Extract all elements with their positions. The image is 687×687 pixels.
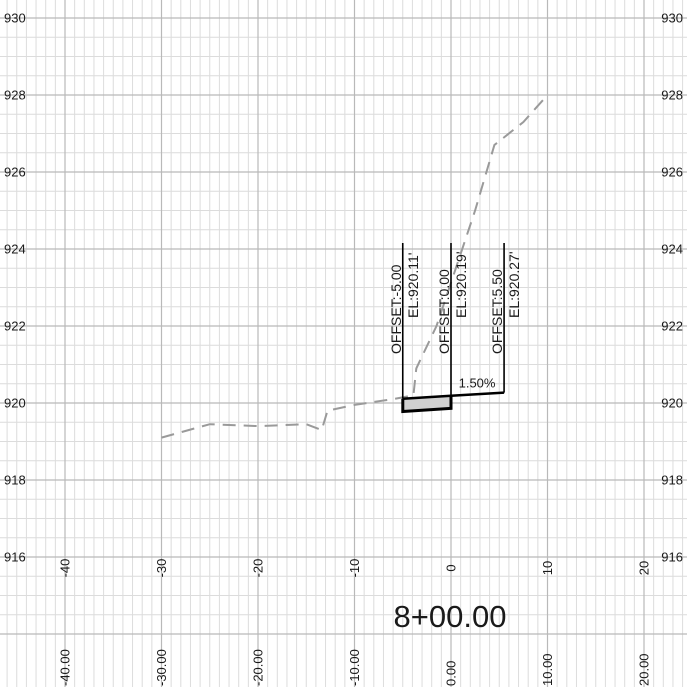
pavement-bottom-line bbox=[401, 395, 453, 414]
elevation-tick-label: 920 bbox=[4, 396, 26, 411]
offset-tick-label: -10 bbox=[347, 559, 362, 578]
elevation-tick-label: 930 bbox=[661, 11, 683, 26]
elevation-tick-label: 918 bbox=[661, 473, 683, 488]
offset-axis-labels: -40 -30 -20 -10 0 10 20 bbox=[58, 559, 652, 578]
cross-slope-label: 1.50% bbox=[459, 376, 496, 391]
elevation-tick-label: 924 bbox=[4, 242, 26, 257]
offset-value-label: -30.00 bbox=[154, 649, 169, 686]
elevation-tick-label: 924 bbox=[661, 242, 683, 257]
offset-label: OFFSET:-5.00 bbox=[388, 264, 404, 354]
elevation-tick-label: 928 bbox=[4, 88, 26, 103]
offset-tick-label: 20 bbox=[637, 561, 652, 575]
offset-tick-label: 10 bbox=[540, 561, 555, 575]
elevation-axis-left: 916 918 920 922 924 926 928 930 bbox=[4, 11, 26, 565]
offset-value-label: -20.00 bbox=[251, 649, 266, 686]
elevation-tick-label: 920 bbox=[661, 396, 683, 411]
offset-value-labels: -40.00 -30.00 -20.00 -10.00 0.00 10.00 20.00 bbox=[58, 649, 652, 686]
elevation-label: EL:920.19' bbox=[453, 251, 469, 318]
offset-value-label: -10.00 bbox=[347, 649, 362, 686]
elevation-label: EL:920.11' bbox=[405, 253, 421, 318]
elevation-tick-label: 930 bbox=[4, 11, 26, 26]
station-label: 8+00.00 bbox=[394, 599, 507, 634]
elevation-tick-label: 922 bbox=[661, 319, 683, 334]
offset-label: OFFSET:0.00 bbox=[436, 269, 452, 354]
elevation-tick-label: 928 bbox=[661, 88, 683, 103]
elevation-tick-label: 922 bbox=[4, 319, 26, 334]
offset-callouts: OFFSET:-5.00 EL:920.11' OFFSET:0.00 EL:920.… bbox=[388, 243, 522, 399]
elevation-tick-label: 926 bbox=[661, 165, 683, 180]
elevation-axis-right: 916 918 920 922 924 926 928 930 bbox=[661, 11, 683, 565]
offset-value-label: 10.00 bbox=[540, 653, 555, 686]
offset-value-label: -40.00 bbox=[58, 649, 73, 686]
elevation-tick-label: 926 bbox=[4, 165, 26, 180]
offset-value-label: 0.00 bbox=[444, 661, 459, 686]
pavement-fill bbox=[402, 395, 451, 412]
elevation-tick-label: 918 bbox=[4, 473, 26, 488]
offset-tick-label: -20 bbox=[251, 559, 266, 578]
offset-label: OFFSET:5.50 bbox=[489, 269, 505, 354]
offset-tick-label: -30 bbox=[154, 559, 169, 578]
elevation-tick-label: 916 bbox=[661, 550, 683, 565]
offset-tick-label: 0 bbox=[444, 564, 459, 571]
elevation-tick-label: 916 bbox=[4, 550, 26, 565]
offset-value-label: 20.00 bbox=[637, 653, 652, 686]
finished-grade-line bbox=[402, 391, 505, 401]
proposed-pavement-section bbox=[401, 391, 505, 414]
offset-tick-label: -40 bbox=[58, 559, 73, 578]
elevation-label: EL:920.27' bbox=[506, 251, 522, 318]
